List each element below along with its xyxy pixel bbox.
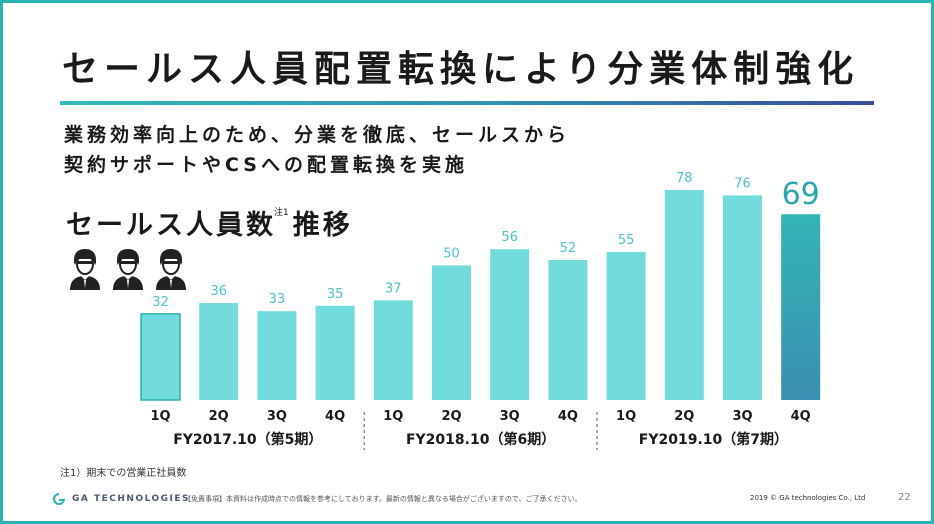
bar-value-label: 36 <box>210 284 227 299</box>
bar <box>140 313 181 401</box>
bar <box>373 300 413 400</box>
subtitle-line-2: 契約サポートやCSへの配置転換を実施 <box>64 154 468 176</box>
person-with-tie-icon <box>70 249 100 290</box>
footnote: 注1）期末での営業正社員数 <box>60 468 187 479</box>
x-tick-label: 3Q <box>267 409 287 424</box>
bar <box>490 249 530 400</box>
ga-logo-icon <box>53 493 65 505</box>
bar-value-label: 37 <box>385 281 402 296</box>
metric-title-text: セールス人員数 <box>66 210 276 241</box>
x-tick-label: 1Q <box>616 409 636 424</box>
footnote-marker: 注1 <box>274 208 289 218</box>
x-tick-label: 4Q <box>325 409 345 424</box>
bar-value-label: 55 <box>618 233 635 248</box>
title-underline <box>60 101 874 105</box>
subtitle-line-1: 業務効率向上のため、分業を徹底、セールスから <box>64 124 571 146</box>
bar <box>548 260 588 400</box>
slide-subtitle: 業務効率向上のため、分業を徹底、セールスから 契約サポートやCSへの配置転換を実… <box>64 120 570 180</box>
page-number: 22 <box>898 492 911 503</box>
x-tick-label: 4Q <box>791 409 811 424</box>
bar <box>606 251 646 400</box>
x-tick-label: 2Q <box>674 409 694 424</box>
x-tick-label: 4Q <box>558 409 578 424</box>
x-tick-label: 2Q <box>441 409 461 424</box>
x-tick-label: 3Q <box>500 409 520 424</box>
x-tick-label: 2Q <box>209 409 229 424</box>
x-tick-label: 1Q <box>150 409 170 424</box>
bar-value-label: 56 <box>501 230 518 245</box>
bar-value-label: 32 <box>152 295 169 310</box>
x-tick-label: 1Q <box>383 409 403 424</box>
bar-value-label: 69 <box>782 177 820 212</box>
disclaimer: 【免責事項】本資料は作成時点での情報を参考にしております。最新の情報と異なる場合… <box>184 495 582 503</box>
bar <box>315 305 355 400</box>
bar <box>257 311 297 400</box>
bar-value-label: 35 <box>327 287 344 302</box>
bar <box>199 303 239 400</box>
bar-value-label: 78 <box>676 171 693 186</box>
bar-value-label: 50 <box>443 246 460 261</box>
bar <box>781 214 821 400</box>
person-with-tie-icon <box>156 249 186 290</box>
bar <box>664 190 704 400</box>
bar-value-label: 33 <box>269 292 286 307</box>
person-with-tie-icon <box>113 249 143 290</box>
bar <box>723 195 762 400</box>
bar-value-label: 76 <box>734 176 751 191</box>
fiscal-year-group-label: FY2018.10（第6期） <box>406 431 555 448</box>
bar <box>432 265 471 400</box>
people-icons <box>66 246 190 290</box>
copyright: 2019 © GA technologies Co., Ltd <box>750 494 866 502</box>
logo-text: GA TECHNOLOGIES <box>72 494 191 504</box>
company-logo: GA TECHNOLOGIES <box>52 492 190 506</box>
slide-title: セールス人員配置転換により分業体制強化 <box>62 49 860 90</box>
x-tick-label: 3Q <box>732 409 752 424</box>
metric-title: セールス人員数注1 推移 <box>66 203 353 242</box>
metric-title-suffix: 推移 <box>292 210 353 241</box>
bar-value-label: 52 <box>560 241 577 256</box>
fiscal-year-group-label: FY2017.10（第5期） <box>173 431 322 448</box>
fiscal-year-group-label: FY2019.10（第7期） <box>639 431 788 448</box>
